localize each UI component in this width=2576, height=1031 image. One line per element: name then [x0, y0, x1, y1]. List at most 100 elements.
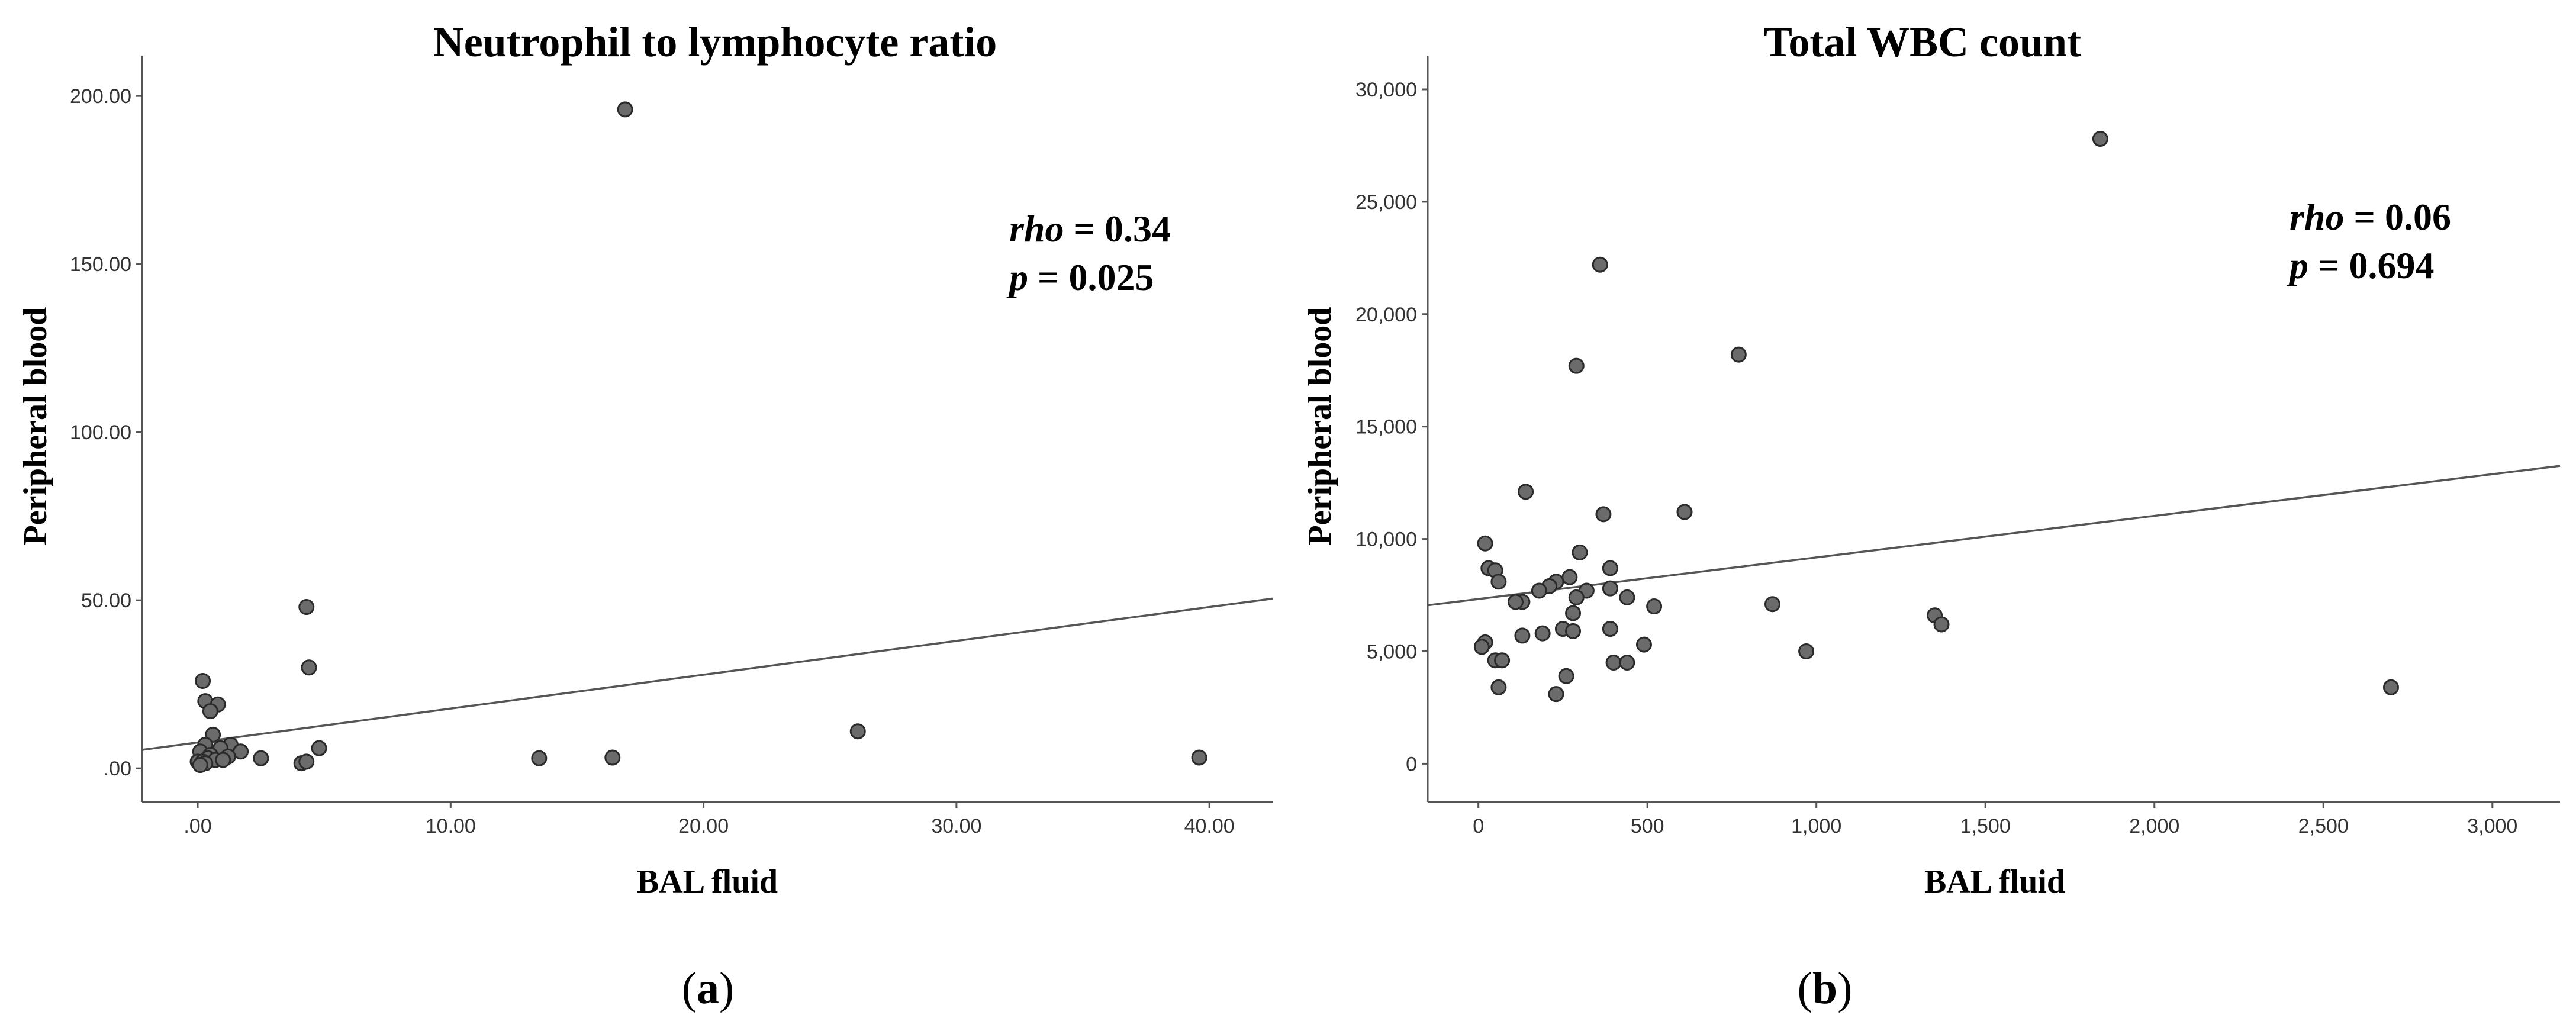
- data-point-b: [1531, 582, 1547, 599]
- x-tick-label: 40.00: [1184, 815, 1235, 837]
- x-tick-label: .00: [183, 815, 211, 837]
- data-point-b: [1764, 596, 1780, 613]
- rho-value-a: = 0.34: [1064, 208, 1171, 250]
- x-tick-label: 30.00: [931, 815, 981, 837]
- x-ticks-a: .00 10.00 20.00 30.00 40.00: [183, 802, 1235, 837]
- p-annotation-b: p = 0.694: [2287, 244, 2434, 286]
- data-point-b: [1568, 589, 1585, 605]
- x-tick-label: 20.00: [678, 815, 729, 837]
- p-value-a: = 0.025: [1028, 256, 1154, 298]
- y-tick-label: 100.00: [70, 421, 131, 444]
- y-ticks-b: 0 5,000 10,000 15,000 20,000 25,000 30,000: [1355, 79, 1428, 775]
- x-tick-label: 500: [1631, 815, 1664, 837]
- chart-title-a: Neutrophil to lymphocyte ratio: [433, 18, 997, 66]
- data-point-b: [1605, 655, 1622, 671]
- caption-b: (b): [1798, 964, 1853, 1013]
- data-points-b: [1473, 131, 2399, 703]
- y-tick-label: 15,000: [1355, 416, 1417, 439]
- data-point-b: [1565, 623, 1582, 639]
- y-tick-label: 25,000: [1355, 191, 1417, 214]
- data-point-a: [253, 750, 269, 766]
- data-point-a: [298, 753, 315, 770]
- data-point-a: [301, 659, 317, 676]
- data-point-b: [2092, 131, 2108, 147]
- data-point-b: [1490, 574, 1507, 590]
- data-point-b: [1602, 580, 1618, 597]
- data-point-b: [1548, 686, 1564, 703]
- data-point-b: [1646, 598, 1663, 615]
- data-point-b: [1565, 605, 1582, 621]
- data-point-b: [1602, 621, 1618, 637]
- x-tick-label: 3,000: [2467, 815, 2517, 837]
- data-point-a: [617, 101, 633, 118]
- caption-open-a: (: [682, 964, 697, 1013]
- x-tick-label: 1,000: [1791, 815, 1841, 837]
- data-point-b: [1477, 535, 1493, 552]
- data-point-b: [2382, 679, 2399, 695]
- data-point-a: [298, 599, 315, 616]
- regression-line-a: [141, 597, 1273, 751]
- y-axis-label-a: Peripheral blood: [17, 307, 54, 546]
- x-tick-label: 2,000: [2129, 815, 2179, 837]
- data-point-a: [192, 757, 208, 774]
- x-axis-label-a: BAL fluid: [637, 864, 778, 900]
- data-point-b: [1798, 643, 1815, 660]
- y-tick-label: 10,000: [1355, 529, 1417, 551]
- data-point-a: [849, 723, 866, 740]
- y-tick-label: 30,000: [1355, 79, 1417, 101]
- data-point-b: [1534, 625, 1551, 642]
- data-point-b: [1514, 627, 1531, 644]
- data-point-a: [604, 749, 621, 766]
- data-point-b: [1592, 256, 1608, 273]
- data-point-b: [1518, 484, 1534, 500]
- data-point-b: [1490, 679, 1507, 695]
- data-point-b: [1507, 594, 1524, 610]
- p-symbol-a: p: [1006, 256, 1028, 298]
- x-tick-label: 10.00: [426, 815, 476, 837]
- data-point-b: [1494, 652, 1511, 669]
- x-ticks-b: 0 500 1,000 1,500 2,000 2,500 3,000: [1473, 802, 2517, 837]
- rho-symbol-a: rho: [1009, 208, 1064, 250]
- caption-letter-a: a: [697, 964, 719, 1013]
- y-tick-label: .00: [104, 758, 131, 780]
- y-tick-label: 150.00: [70, 253, 131, 276]
- p-annotation-a: p = 0.025: [1006, 256, 1154, 298]
- data-point-a: [311, 740, 327, 756]
- y-axis-label-b: Peripheral blood: [1302, 307, 1338, 546]
- rho-value-b: = 0.06: [2345, 196, 2451, 238]
- regression-line-b: [1427, 465, 2561, 607]
- y-tick-label: 5,000: [1367, 641, 1417, 663]
- caption-close-b: ): [1837, 964, 1852, 1013]
- caption-close-a: ): [719, 964, 734, 1013]
- data-point-b: [1619, 655, 1635, 671]
- y-tick-label: 50.00: [81, 589, 131, 612]
- chart-panel-a: Neutrophil to lymphocyte ratio .00 50.00 1…: [17, 18, 1273, 1013]
- data-point-b: [1558, 668, 1574, 684]
- data-point-b: [1561, 569, 1578, 585]
- caption-a: (a): [682, 964, 735, 1013]
- data-point-a: [195, 673, 211, 690]
- x-tick-label: 1,500: [1960, 815, 2011, 837]
- data-point-b: [1595, 506, 1612, 523]
- data-point-b: [1619, 589, 1635, 605]
- x-tick-label: 2,500: [2298, 815, 2349, 837]
- caption-open-b: (: [1798, 964, 1812, 1013]
- data-point-a: [531, 750, 548, 766]
- chart-panel-b: Total WBC count 0 5,000 10,000 15,000 20,000…: [1302, 18, 2561, 1013]
- data-point-b: [1568, 357, 1585, 374]
- x-axis-label-b: BAL fluid: [1924, 864, 2065, 900]
- data-point-a: [202, 703, 218, 720]
- rho-symbol-b: rho: [2290, 196, 2345, 238]
- y-tick-label: 20,000: [1355, 304, 1417, 326]
- y-tick-label: 0: [1406, 753, 1417, 775]
- x-tick-label: 0: [1473, 815, 1484, 837]
- data-point-b: [1602, 560, 1618, 576]
- y-ticks-a: .00 50.00 100.00 150.00 200.00: [70, 85, 142, 780]
- data-point-b: [1676, 504, 1693, 520]
- p-value-b: = 0.694: [2308, 244, 2434, 286]
- data-points-a: [189, 101, 1208, 774]
- caption-letter-b: b: [1812, 964, 1837, 1013]
- data-point-b: [1572, 544, 1588, 560]
- p-symbol-b: p: [2287, 244, 2308, 286]
